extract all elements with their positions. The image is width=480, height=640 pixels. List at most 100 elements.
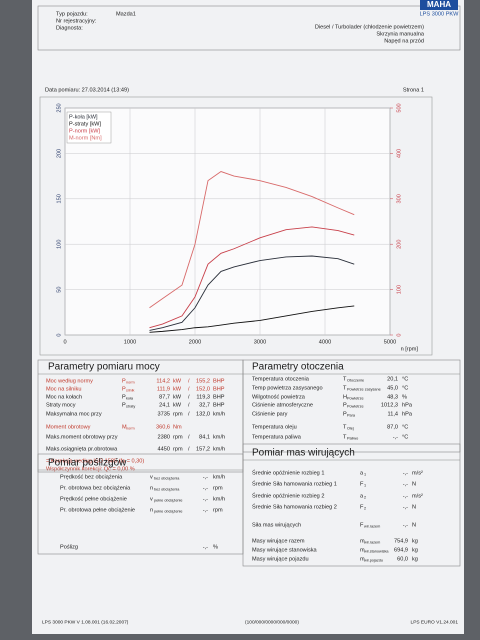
- row-symbol: P: [122, 394, 126, 400]
- row-unit: hPa: [402, 411, 413, 417]
- row-value-2: 152,0: [196, 386, 210, 392]
- series-line: [149, 171, 355, 309]
- legend-entry: P-straty [kW]: [69, 121, 101, 127]
- y-tick-label: 250: [56, 103, 62, 112]
- row-symbol-sub: koła: [126, 397, 134, 401]
- row-unit: rpm: [173, 411, 183, 417]
- x-tick-label: 3000: [254, 339, 266, 345]
- row-label: Średnie Siła hamowania rozbieg 1: [252, 479, 337, 487]
- logo-box: [420, 0, 458, 10]
- row-unit: Nm: [173, 424, 182, 430]
- row-unit: °C: [402, 434, 408, 440]
- series-line: [149, 305, 355, 333]
- row-unit-2: BHP: [213, 402, 225, 408]
- row-label: Średnie opóźnienie rozbieg 1: [252, 468, 324, 476]
- row-unit: kg: [412, 556, 418, 562]
- row-value-2: 32,7: [199, 402, 210, 408]
- row-unit: m/s²: [412, 470, 423, 476]
- row-symbol: v: [150, 474, 153, 480]
- row-unit-2: km/h: [213, 446, 225, 452]
- row-symbol: P: [122, 386, 126, 392]
- row-unit: N: [412, 522, 416, 528]
- row-unit: hPa: [402, 402, 413, 408]
- row-label: Średnie Siła hamowania rozbieg 2: [252, 502, 337, 510]
- header-box: [37, 5, 461, 51]
- row-unit: kg: [412, 538, 418, 544]
- row-unit: rpm: [173, 434, 183, 440]
- row-value: 20,1: [387, 376, 398, 382]
- row-value: -,-: [403, 522, 408, 528]
- row-label: Pr. obrotowa pełne obciążenie: [60, 507, 135, 513]
- row-value-2: 84,1: [199, 434, 210, 440]
- row-unit: m/s²: [412, 493, 423, 499]
- row-value: -,-: [403, 493, 408, 499]
- row-label: Masy wirujące pojazdu: [252, 556, 309, 562]
- row-symbol: T: [343, 385, 347, 391]
- field-label: Diagnosta:: [56, 25, 83, 31]
- row-label: Pr. obrotowa bez obciążenia: [60, 485, 131, 491]
- row-symbol-sub: Paliwo: [347, 437, 358, 441]
- y2-tick-label: 0: [396, 333, 402, 336]
- row-value: 60,0: [397, 556, 408, 562]
- row-separator: /: [188, 402, 190, 408]
- row-unit: km/h: [213, 496, 225, 502]
- row-symbol-sub: Otoczenie: [347, 379, 364, 383]
- field-label: Nr rejestracyjny:: [56, 18, 97, 24]
- vehicle-info: Skrzynia manualna: [376, 31, 424, 37]
- row-value: 48,3: [387, 394, 398, 400]
- date: Data pomiaru: 27.03.2014 (13:49): [45, 87, 129, 93]
- row-label: Straty mocy: [46, 402, 76, 408]
- row-unit-2: km/h: [213, 411, 225, 417]
- row-label: Temperatura otoczenia: [252, 376, 310, 382]
- row-value: 111,9: [157, 386, 170, 392]
- row-separator: /: [188, 386, 190, 392]
- row-unit-2: km/h: [213, 434, 225, 440]
- row-label: Moment obrotowy: [46, 424, 91, 430]
- row-unit: %: [402, 394, 407, 400]
- row-value: -,-: [203, 474, 208, 480]
- row-symbol-sub: norm: [126, 427, 135, 431]
- row-unit-2: BHP: [213, 386, 225, 392]
- row-value: 114,2: [156, 378, 170, 384]
- footer-text: (100/000/0000/000/0000): [245, 619, 299, 625]
- row-unit: N: [412, 481, 416, 487]
- row-unit: °C: [402, 385, 408, 391]
- x-tick-label: 2000: [189, 339, 201, 345]
- logo: MAHA: [427, 0, 451, 9]
- row-symbol: P: [122, 378, 126, 384]
- row-symbol: P: [343, 402, 347, 408]
- row-separator: /: [188, 446, 190, 452]
- row-symbol: v: [150, 496, 153, 502]
- y2-tick-label: 400: [396, 149, 402, 158]
- row-label: Temperatura oleju: [252, 424, 297, 430]
- row-symbol-sub: 2: [364, 496, 366, 500]
- row-label: Temp powietrza zasysanego: [252, 385, 323, 391]
- row-value: 2380: [158, 434, 170, 440]
- row-value: -,-: [203, 507, 208, 513]
- row-symbol: T: [343, 424, 347, 430]
- row-separator: /: [188, 411, 190, 417]
- row-symbol: n: [150, 485, 153, 491]
- row-value: 24,1: [159, 402, 170, 408]
- y2-tick-label: 500: [396, 103, 402, 112]
- row-unit: km/h: [213, 474, 225, 480]
- row-symbol: m: [360, 556, 365, 562]
- row-unit: rpm: [213, 507, 223, 513]
- row-unit: kW: [173, 386, 182, 392]
- row-symbol-sub: 1: [364, 473, 366, 477]
- row-value: -,-: [393, 434, 398, 440]
- row-symbol-sub: norm: [126, 381, 135, 385]
- row-label: Siła mas wirujących: [252, 522, 301, 528]
- row-symbol-sub: bez obciążenia: [154, 477, 180, 481]
- section-title: Parametry otoczenia: [252, 362, 344, 373]
- row-symbol: T: [343, 434, 347, 440]
- row-separator: /: [188, 378, 190, 384]
- field-label: Typ pojazdu:: [56, 11, 88, 17]
- row-label: Prędkość bez obciążenia: [60, 474, 123, 480]
- plot-area: [64, 107, 391, 336]
- row-symbol-sub: wir.pojazdu: [364, 559, 383, 563]
- row-unit: °C: [402, 376, 408, 382]
- series-line: [149, 255, 355, 331]
